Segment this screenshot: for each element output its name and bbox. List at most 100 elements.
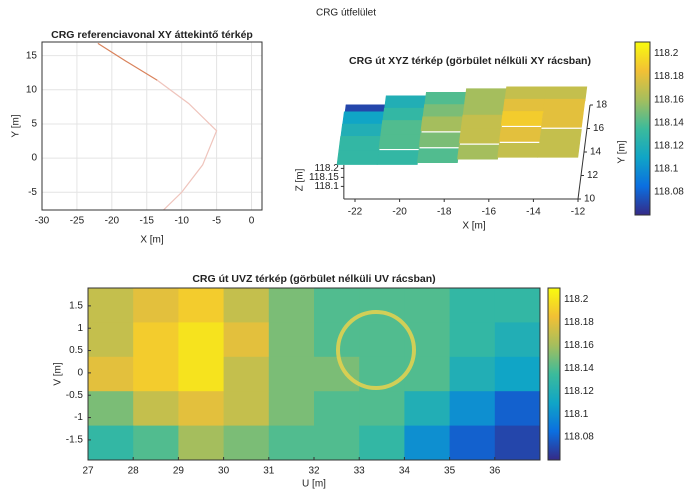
y-tick-label: -1.5: [66, 435, 84, 446]
route-line: [97, 42, 158, 81]
x-axis-label: X [m]: [462, 221, 486, 232]
heatmap-cell: [494, 356, 540, 392]
heatmap-cell: [268, 288, 315, 323]
x-tick-label: -20: [392, 207, 407, 218]
heatmap-cell: [88, 288, 134, 323]
colorbar-tick-label: 118.14: [654, 117, 684, 128]
x-tick-label: 36: [489, 466, 501, 477]
x-tick-label: -10: [174, 216, 189, 227]
z-tick-label: 118.1: [315, 181, 340, 192]
heatmap-cells: [88, 288, 540, 460]
heatmap-cell: [494, 391, 540, 427]
heatmap-cell: [494, 288, 540, 323]
y-tick-label: 18: [596, 100, 608, 111]
surface-cell: [537, 142, 581, 158]
heatmap-cell: [404, 288, 451, 323]
heatmap-cell: [88, 356, 134, 392]
heatmap-cell: [223, 288, 270, 323]
surface-cell: [500, 111, 544, 126]
surface-cell: [464, 88, 507, 104]
z-tick-label: 118.15: [309, 172, 339, 183]
overview-plot: -30 -25 -20 -15 -10 -5 0 -5 0 5 10 15: [26, 42, 262, 227]
x-axis-label: X [m]: [140, 235, 164, 246]
surface-cell: [376, 150, 420, 165]
surface-cell: [384, 95, 427, 111]
surface-cell: [460, 114, 504, 130]
heatmap-cell: [268, 425, 315, 460]
heatmap-cell: [314, 391, 360, 427]
heatmap-cell: [178, 425, 225, 460]
surface-cell: [418, 132, 462, 148]
x-axis-label: U [m]: [302, 479, 326, 490]
surface-cell: [540, 112, 584, 128]
heatmap-cell: [268, 391, 315, 427]
colorbar-tick-label: 118.2: [564, 294, 589, 305]
colorbar-tick-label: 118.18: [564, 317, 594, 328]
colorbar-tick-label: 118.1: [564, 409, 589, 420]
x-tick-label: 29: [173, 466, 185, 477]
x-tick-label: -15: [140, 216, 155, 227]
surface-cell: [499, 127, 542, 142]
surface-cell: [539, 128, 582, 144]
y-axis-label: Y [m]: [617, 140, 628, 163]
heatmap-cell: [449, 322, 496, 358]
colorbar: [634, 41, 651, 216]
x-tick-label: 33: [354, 466, 366, 477]
surface-cell: [422, 104, 465, 119]
heatmap-cell: [314, 356, 360, 392]
x-tick-label: -25: [70, 216, 85, 227]
chart-title: CRG út XYZ térkép (görbület nélküli XY r…: [349, 55, 591, 67]
z-axis-label: Z [m]: [295, 168, 306, 191]
heatmap-cell: [449, 288, 496, 323]
heatmap-cell: [404, 391, 451, 427]
heatmap-cell: [404, 425, 451, 460]
heatmap-cell: [133, 391, 179, 427]
heatmap-cell: [178, 356, 225, 392]
heatmap-cell: [133, 322, 179, 358]
surface-cell: [462, 102, 506, 118]
route-line: [156, 79, 218, 210]
heatmap-cell: [359, 391, 405, 427]
x-tick-label: -30: [35, 216, 50, 227]
colorbar-tick-label: 118.08: [654, 187, 684, 198]
y-tick-label: 12: [587, 170, 599, 181]
z-tick-label: 118.2: [315, 163, 340, 174]
chart-title: CRG út UVZ térkép (görbület nélküli UV r…: [192, 273, 435, 285]
x-tick-label: -16: [482, 207, 497, 218]
surface-cell: [504, 86, 548, 102]
x-tick-label: -12: [571, 207, 586, 218]
colorbar: [547, 287, 561, 461]
y-tick-label: 16: [593, 123, 605, 134]
heatmap-cell: [223, 356, 270, 392]
heatmap-cell: [449, 356, 496, 392]
surface-cell: [544, 86, 588, 102]
y-tick-label: 0.5: [69, 345, 83, 356]
x-tick-label: 35: [444, 466, 456, 477]
surface-cell: [338, 136, 382, 151]
axes-frame: [41, 41, 263, 211]
heatmap-cell: [314, 425, 360, 460]
heatmap-cell: [268, 322, 315, 358]
figure-title: CRG útfelület: [316, 8, 376, 19]
heatmap-cell: [268, 356, 315, 392]
surface-cell: [382, 107, 425, 123]
surface-cell: [420, 116, 464, 132]
heatmap-axes: 27 28 29 30 31 32 33 34 35 36 -1.5 -1 -0.5 0 0.5 1 1.5 11…: [66, 294, 595, 477]
surface-cell: [336, 150, 380, 165]
y-axis-label: Y [m]: [11, 114, 22, 137]
x-tick-label: -22: [348, 207, 363, 218]
heatmap-cell: [178, 322, 225, 358]
surface-cell: [380, 120, 424, 135]
surface-cell: [458, 128, 502, 144]
x-tick-label: 27: [82, 466, 94, 477]
heatmap-cell: [178, 391, 225, 427]
colorbar-tick-label: 118.08: [564, 432, 594, 443]
colorbar-tick-label: 118.16: [564, 340, 594, 351]
heatmap-cell: [223, 425, 270, 460]
colorbar-tick-label: 118.14: [564, 363, 594, 374]
heatmap-cell: [133, 425, 179, 460]
heatmap-cell: [314, 288, 360, 323]
surface-plot: -22 -20 -18 -16 -14 -121012141618118.1118.151…: [309, 48, 684, 217]
x-tick-label: -5: [212, 216, 221, 227]
